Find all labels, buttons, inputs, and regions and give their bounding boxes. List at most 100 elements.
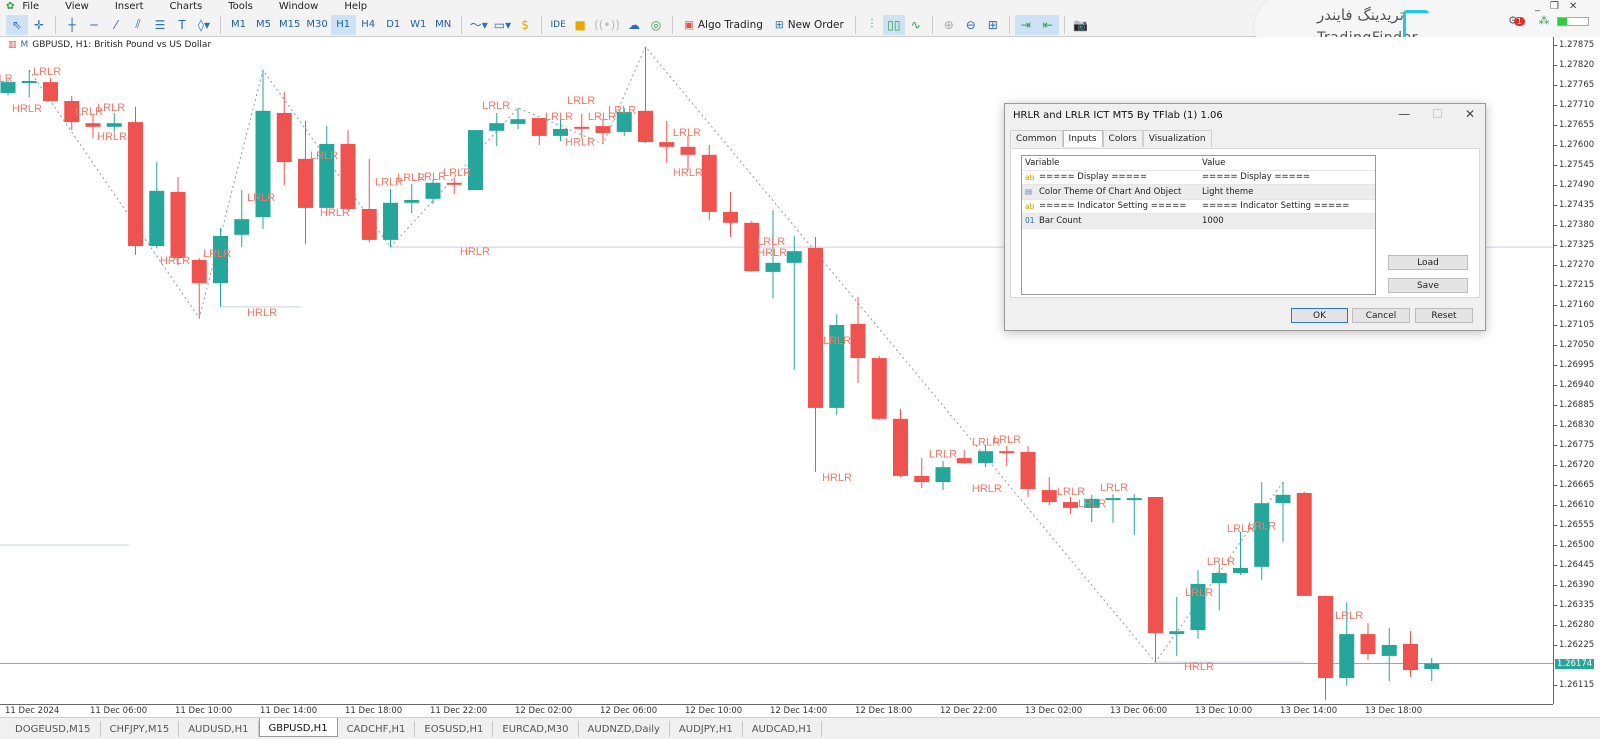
horizontal-line-icon[interactable]: ─ [90, 17, 98, 32]
candle-body [680, 146, 696, 155]
chart-tab[interactable]: EOSUSD,H1 [415, 721, 494, 737]
price-chart[interactable]: LRLRLRLRHRLRLRLRLRLRHRLRHRLRLRLRHRLRLRLR… [0, 37, 1553, 704]
chart-tab[interactable]: DOGEUSD,M15 [6, 721, 101, 737]
autoscroll-icon[interactable]: ⇥ [1014, 14, 1037, 35]
candle [1148, 497, 1163, 663]
connection-icon: ⁂ [1538, 14, 1550, 27]
tab-common[interactable]: Common [1010, 130, 1063, 147]
shapes-icon[interactable]: ◊▾ [198, 17, 210, 32]
chart-tab[interactable]: CHFJPY,M15 [101, 721, 180, 737]
chart-tab[interactable]: AUDCAD,H1 [743, 721, 823, 737]
vertical-line-icon[interactable]: ┼ [68, 17, 76, 32]
price-axis[interactable]: 1.27875 1.27820 1.27765 1.27710 1.27655 1.276… [1553, 37, 1600, 704]
candle [446, 178, 462, 195]
chart-tab[interactable]: CADCHF,H1 [338, 721, 416, 737]
dialog-close-button[interactable]: ✕ [1464, 107, 1475, 121]
price-tick-label: 1.26610 [1554, 500, 1594, 510]
vps-icon[interactable]: ◎ [650, 17, 662, 32]
menu-tools[interactable]: Tools [228, 1, 253, 12]
chart-tab[interactable]: EURCAD,M30 [493, 721, 579, 737]
candle-body [1105, 498, 1121, 501]
timeframe-m30[interactable]: M30 [306, 19, 328, 30]
save-button[interactable]: Save [1388, 278, 1468, 293]
fibonacci-icon[interactable]: ☰ [154, 17, 166, 32]
menu-insert[interactable]: Insert [114, 1, 144, 12]
candle [361, 158, 377, 243]
text-icon[interactable]: T [178, 17, 186, 32]
timeframe-h4[interactable]: H4 [361, 19, 376, 30]
market-icon[interactable]: $ [521, 17, 529, 32]
ok-button[interactable]: OK [1291, 308, 1348, 323]
chart-tab[interactable]: GBPUSD,H1 [258, 718, 338, 737]
timeframe-w1[interactable]: W1 [410, 19, 427, 30]
candle-body [43, 82, 58, 101]
bar-chart-icon[interactable]: ⫶ [870, 17, 874, 31]
restore-button[interactable]: ❐ [1550, 1, 1559, 12]
screenshot-icon[interactable]: 📷 [1073, 17, 1089, 32]
timeframe-d1[interactable]: D1 [386, 19, 401, 30]
table-row[interactable]: 01 Bar Count 1000 [1022, 214, 1375, 229]
timeframe-m15[interactable]: M15 [279, 19, 301, 30]
table-row[interactable]: ab ===== Indicator Setting ===== ===== In… [1022, 200, 1375, 214]
variable-value[interactable]: ===== Indicator Setting ===== [1202, 201, 1350, 212]
cancel-button[interactable]: Cancel [1352, 308, 1410, 323]
dialog-minimize-button[interactable]: — [1398, 107, 1411, 121]
tab-inputs[interactable]: Inputs [1062, 130, 1103, 147]
hrlr-label: HRLR [97, 131, 127, 143]
ide-button[interactable]: IDE [550, 19, 566, 30]
timeframe-m5[interactable]: M5 [256, 19, 271, 30]
zoom-out-icon[interactable]: ⊖ [965, 17, 976, 32]
menu-file[interactable]: File [22, 1, 40, 12]
templates-icon[interactable]: ▭▾ [493, 17, 512, 32]
line-chart-icon[interactable]: ∿ [910, 17, 921, 32]
variable-value[interactable]: Light theme [1202, 186, 1254, 197]
time-axis[interactable]: 11 Dec 2024 11 Dec 06:00 11 Dec 10:00 11 De… [0, 704, 1553, 717]
table-row[interactable]: ab ===== Display ===== ===== Display ====… [1022, 171, 1375, 185]
candle [638, 46, 653, 143]
chart-tab[interactable]: AUDNZD,Daily [579, 721, 670, 737]
close-button[interactable]: ✕ [1568, 1, 1578, 12]
trendline-icon[interactable]: ⁄ [114, 17, 117, 32]
crosshair-icon[interactable]: ✛ [33, 17, 45, 32]
channel-icon[interactable]: ⫽ [135, 17, 141, 31]
candle [298, 121, 313, 244]
load-button[interactable]: Load [1388, 255, 1468, 270]
reset-button[interactable]: Reset [1415, 308, 1473, 323]
minimize-button[interactable]: _ [1535, 1, 1540, 12]
notifications[interactable]: ⚙1 ⁂ [1508, 14, 1589, 27]
algo-trading-button[interactable]: ▣ Algo Trading [678, 19, 769, 31]
lock-icon[interactable]: ■ [574, 17, 586, 32]
tab-colors[interactable]: Colors [1102, 130, 1143, 147]
price-tick-label: 1.27050 [1554, 340, 1594, 350]
zoom-in-icon[interactable]: ⊕ [943, 17, 954, 32]
table-row[interactable]: ▤ Color Theme Of Chart And Object Light t… [1022, 185, 1375, 200]
variable-value[interactable]: ===== Display ===== [1202, 172, 1310, 183]
menu-view[interactable]: View [65, 1, 89, 12]
menu-charts[interactable]: Charts [169, 1, 203, 12]
menu-window[interactable]: Window [278, 1, 319, 12]
menu-help[interactable]: Help [344, 1, 368, 12]
chart-title: GBPUSD, H1: British Pound vs US Dollar [32, 40, 212, 50]
tile-windows-icon[interactable]: ⊞ [987, 17, 998, 32]
chart-shift-icon[interactable]: ⇤ [1036, 14, 1059, 35]
new-order-button[interactable]: ⊞ New Order [769, 19, 850, 31]
candle-body [255, 110, 271, 217]
tab-visualization[interactable]: Visualization [1142, 130, 1212, 147]
candlestick-icon[interactable]: ▯▯ [882, 14, 905, 35]
signal-icon[interactable]: ((•)) [594, 17, 620, 32]
chart-type-icon[interactable]: 〜▾ [469, 18, 488, 32]
timeframe-m1[interactable]: M1 [231, 19, 246, 30]
lrlr-label: LRLR [0, 73, 13, 85]
candle-body [1148, 497, 1163, 633]
cloud-icon[interactable]: ☁ [627, 17, 640, 32]
timeframe-h1[interactable]: H1 [330, 14, 356, 35]
cursor-icon[interactable]: ⇖ [6, 14, 28, 35]
chart-tab[interactable]: AUDUSD,H1 [179, 721, 259, 737]
dialog-maximize-button[interactable]: ☐ [1432, 107, 1443, 121]
timeframe-mn[interactable]: MN [435, 19, 452, 30]
chart-tab[interactable]: AUDJPY,H1 [670, 721, 743, 737]
candle [1233, 531, 1248, 575]
time-tick-label: 13 Dec 14:00 [1280, 706, 1338, 716]
candle [404, 183, 420, 213]
variable-value[interactable]: 1000 [1202, 215, 1224, 226]
